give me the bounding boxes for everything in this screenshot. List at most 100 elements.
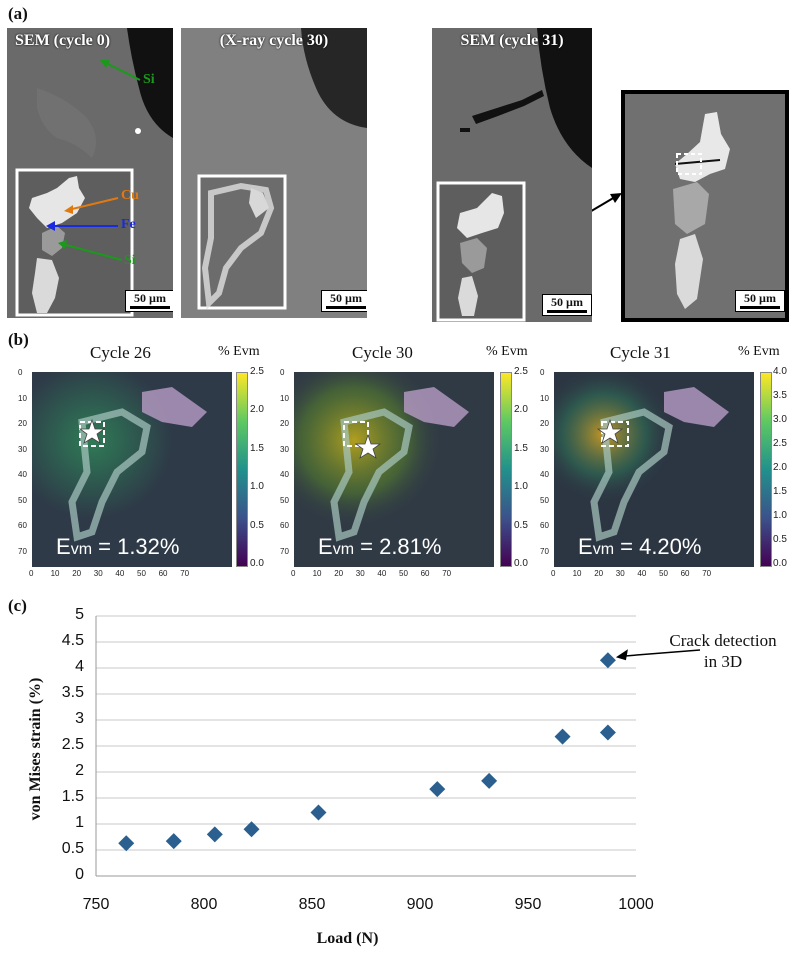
- dic-map-2-title: Cycle 30: [352, 343, 413, 362]
- x-tick-label: 850: [298, 896, 326, 913]
- dic-x-tick: 70: [180, 569, 190, 578]
- dic-map-2-image: [294, 372, 494, 567]
- dic-map-1-colorbar: [236, 372, 248, 567]
- data-point: [599, 652, 616, 669]
- dic-y-tick: 0: [540, 368, 545, 377]
- scale-bar-1: 50 µm: [125, 290, 173, 312]
- data-point: [118, 835, 135, 852]
- y-tick-label: 2.5: [61, 736, 84, 753]
- scale-bar-2-label: 50 µm: [330, 291, 362, 305]
- scale-bar-4: 50 µm: [735, 290, 785, 312]
- panel-a-label: (a): [8, 4, 28, 23]
- dic-y-tick: 20: [540, 419, 549, 428]
- dic-x-tick: 60: [158, 569, 168, 578]
- evm-sub-1: vm: [70, 541, 93, 558]
- dic-y-tick: 10: [18, 393, 27, 403]
- sem-cycle0-image: SEM (cycle 0) 50 µm: [7, 28, 173, 318]
- dic-x-tick: 60: [420, 569, 430, 578]
- dic-y-tick: 50: [18, 495, 27, 505]
- crack-annotation: Crack detection in 3D: [653, 630, 793, 672]
- dic-x-tick: 10: [312, 569, 322, 578]
- crack-annotation-line2: in 3D: [703, 652, 743, 671]
- dic-x-tick: 40: [377, 569, 387, 578]
- sem-cycle31-image: SEM (cycle 31) 50 µm: [432, 28, 592, 322]
- cu-label: Cu: [121, 188, 139, 203]
- evm-value-1: = 1.32%: [92, 534, 180, 559]
- dic-map-1-title: Cycle 26: [90, 343, 151, 362]
- dic-x-tick: 30: [93, 569, 103, 578]
- scale-bar-3-label: 50 µm: [551, 295, 583, 309]
- evm-value-3: = 4.20%: [614, 534, 702, 559]
- dic-y-tick: 20: [280, 419, 289, 428]
- y-axis-title: von Mises strain (%): [27, 677, 44, 821]
- dic-x-tick: 40: [115, 569, 125, 578]
- data-point: [165, 833, 182, 850]
- dic-map-1-cbar-ticks: 2.5 2.0 1.5 1.0 0.5 0.0: [250, 366, 280, 571]
- cbar1-t2: 1.5: [250, 443, 264, 454]
- panel-c-label: (c): [8, 596, 27, 615]
- scale-bar-1-label: 50 µm: [134, 291, 166, 305]
- dic-x-tick: 60: [680, 569, 690, 578]
- dic-x-tick: 0: [551, 569, 556, 578]
- data-point: [206, 826, 223, 843]
- dic-y-tick: 50: [540, 495, 549, 505]
- cbar2-t1: 2.0: [514, 404, 528, 415]
- dic-x-tick: 0: [29, 569, 34, 578]
- y-tick-label: 1: [75, 814, 84, 831]
- annotation-arrowhead: [615, 649, 628, 661]
- dic-map-1-image: [32, 372, 232, 567]
- dic-map-1-cbar-title: % Evm: [218, 344, 260, 359]
- dic-x-tick: 40: [637, 569, 647, 578]
- cbar1-t5: 0.0: [250, 558, 264, 569]
- evm-sub-2: vm: [332, 541, 355, 558]
- fe-label: Fe: [121, 217, 136, 232]
- x-tick-label: 1000: [618, 896, 654, 913]
- dic-x-tick: 30: [615, 569, 625, 578]
- dic-map-3-image: [554, 372, 754, 567]
- xray-cycle30-image: (X-ray cycle 30) 50 µm: [181, 28, 367, 318]
- x-tick-label: 900: [406, 896, 434, 913]
- data-point: [429, 781, 446, 798]
- cbar2-t2: 1.5: [514, 443, 528, 454]
- cbar3-t3: 2.5: [773, 438, 787, 449]
- y-tick-label: 5: [75, 606, 84, 623]
- dic-map-2-cbar-ticks: 2.5 2.0 1.5 1.0 0.5 0.0: [514, 366, 544, 571]
- evm-prefix-1: E: [56, 534, 71, 559]
- evm-sub-3: vm: [592, 541, 615, 558]
- dic-y-tick: 40: [540, 470, 549, 479]
- dic-x-tick: 20: [334, 569, 344, 578]
- cbar3-t5: 1.5: [773, 486, 787, 497]
- cbar1-t0: 2.5: [250, 366, 264, 377]
- dic-y-tick: 40: [18, 470, 27, 479]
- dic-map-3-cbar-title: % Evm: [738, 344, 780, 359]
- cbar1-t1: 2.0: [250, 404, 264, 415]
- dic-x-tick: 20: [72, 569, 82, 578]
- dic-y-tick: 40: [280, 470, 289, 479]
- dic-x-tick: 20: [594, 569, 604, 578]
- dic-x-tick: 0: [291, 569, 296, 578]
- evm-prefix-3: E: [578, 534, 593, 559]
- sem-cycle0-title: SEM (cycle 0): [15, 32, 111, 49]
- y-tick-label: 4: [75, 658, 84, 675]
- cbar3-t6: 1.0: [773, 510, 787, 521]
- si-label-bottom: Si: [124, 253, 136, 268]
- cbar3-t0: 4.0: [773, 366, 787, 377]
- y-tick-label: 2: [75, 762, 84, 779]
- data-point: [554, 728, 571, 745]
- dic-y-tick: 70: [540, 546, 549, 556]
- dic-y-tick: 50: [280, 495, 289, 505]
- y-tick-label: 3.5: [61, 684, 84, 701]
- dic-y-tick: 30: [280, 444, 289, 454]
- cbar1-t4: 0.5: [250, 520, 264, 531]
- data-point: [481, 772, 498, 789]
- x-tick-label: 950: [514, 896, 542, 913]
- dic-map-2-colorbar: [500, 372, 512, 567]
- dic-y-tick: 30: [18, 444, 27, 454]
- dic-map-3-colorbar: [760, 372, 772, 567]
- dic-x-tick: 70: [702, 569, 712, 578]
- cbar3-t4: 2.0: [773, 462, 787, 473]
- cbar1-t3: 1.0: [250, 481, 264, 492]
- data-point: [599, 724, 616, 741]
- panel-b-label: (b): [8, 330, 29, 349]
- dic-x-tick: 30: [355, 569, 365, 578]
